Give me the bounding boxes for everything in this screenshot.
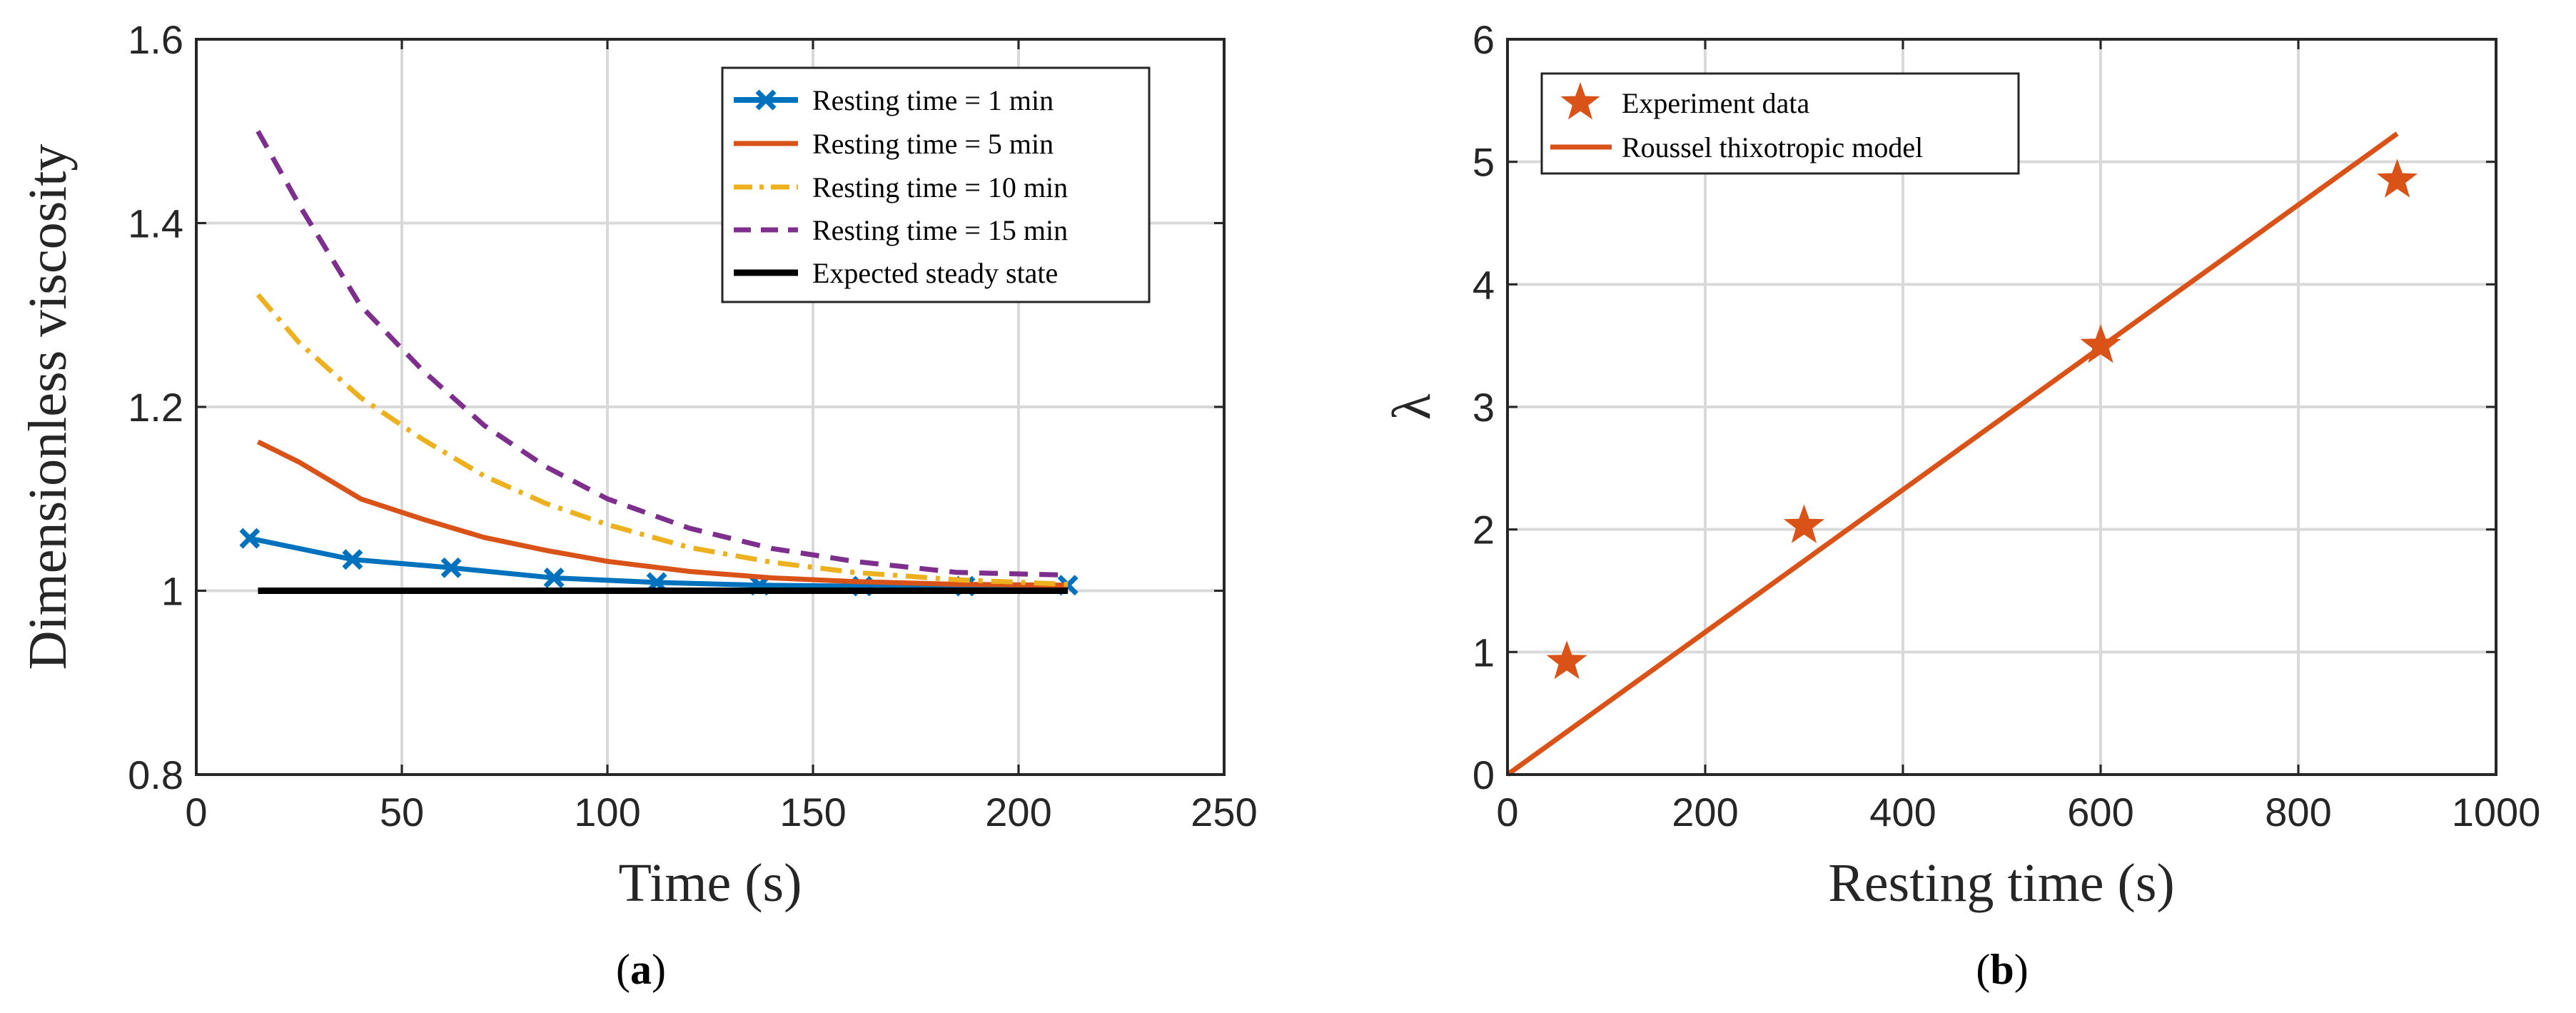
chart-a-x-tick-label: 250 <box>1191 790 1257 835</box>
chart-a-plot-frame <box>195 38 1226 776</box>
chart-a-legend-box <box>721 66 1151 303</box>
chart-a-series-2-line <box>256 293 1069 587</box>
chart-a-y-axis-label: Dimensionless viscosity <box>18 144 78 670</box>
chart-a-y-tick-label: 1 <box>161 569 183 614</box>
chart-a-x-tick-labels: 0 50 100 150 200 250 <box>185 790 1257 835</box>
chart-b-x-tick-label: 400 <box>1869 790 1936 835</box>
chart-b-x-axis-label: Resting time (s) <box>1828 853 2175 913</box>
chart-a-y-tick-labels: 0.8 1 1.2 1.4 1.6 <box>128 17 183 797</box>
chart-b-y-tick-label: 3 <box>1473 385 1495 430</box>
chart-a-caption: (a) <box>616 946 666 993</box>
chart-a-legend-entry-steady: Expected steady state <box>734 257 1058 289</box>
chart-a-x-tick-label: 150 <box>779 790 846 835</box>
chart-a-x-tick-label: 100 <box>574 790 640 835</box>
chart-b-legend-entry-model: Roussel thixotropic model <box>1550 131 1923 163</box>
chart-a-x-axis-label: Time (s) <box>619 853 802 913</box>
chart-a-legend-label-1min: Resting time = 1 min <box>812 84 1054 116</box>
chart-b-y-tick-labels: 0 1 2 3 4 5 6 <box>1473 17 1495 797</box>
chart-b-x-tick-labels: 0 200 400 600 800 1000 <box>1496 790 2540 835</box>
chart-a-x-tick-label: 50 <box>380 790 424 835</box>
chart-a-legend-label-15min: Resting time = 15 min <box>812 214 1068 246</box>
chart-a-series-1-line <box>256 439 1069 588</box>
chart-b-x-tick-label: 800 <box>2265 790 2331 835</box>
chart-a-x-tick-label: 0 <box>185 790 207 835</box>
chart-a-legend-entry-1min: Resting time = 1 min <box>734 84 1054 116</box>
chart-b-y-tick-label: 4 <box>1473 262 1495 307</box>
chart-a-legend-entry-10min: Resting time = 10 min <box>734 171 1068 203</box>
chart-b-y-tick-label: 0 <box>1473 752 1495 797</box>
chart-b-x-tick-label: 200 <box>1672 790 1738 835</box>
chart-b-y-tick-label: 6 <box>1473 17 1495 62</box>
chart-b-series-1-line <box>1505 131 2399 777</box>
chart-b-series <box>1505 131 2418 777</box>
chart-a-series <box>239 130 1079 597</box>
chart-a-y-tick-label: 0.8 <box>128 752 183 797</box>
chart-b-legend-label-model: Roussel thixotropic model <box>1622 131 1923 163</box>
chart-a-series-0-x-marker <box>440 557 462 578</box>
chart-a-y-tick-label: 1.4 <box>128 201 183 246</box>
chart-a-legend-label-10min: Resting time = 10 min <box>812 171 1068 203</box>
chart-b-legend-entry-experiment: Experiment data <box>1560 82 1809 120</box>
chart-b-legend-marker-star <box>1560 82 1600 120</box>
chart-b-legend: Experiment data Roussel thixotropic mode… <box>1540 72 2020 175</box>
chart-b-x-tick-label: 600 <box>2067 790 2133 835</box>
chart-a-series-0-x-marker <box>342 549 363 570</box>
chart-b-legend-box <box>1540 72 2020 175</box>
chart-a-series-0-x-marker <box>239 528 261 549</box>
chart-b-y-tick-label: 1 <box>1473 630 1495 675</box>
chart-b-series-0-star-marker <box>1546 640 1587 680</box>
chart-a-legend-label-steady: Expected steady state <box>812 257 1058 289</box>
chart-b-x-tick-label: 1000 <box>2452 790 2541 835</box>
chart-b-series-0-star-marker <box>2376 158 2418 198</box>
chart-a-legend-marker-1min <box>755 89 777 111</box>
chart-b-x-tick-label: 0 <box>1496 790 1518 835</box>
chart-a-legend-label-5min: Resting time = 5 min <box>812 128 1054 160</box>
chart-b-y-tick-label: 2 <box>1473 508 1495 553</box>
chart-a-dimensionless-viscosity: 0 50 100 150 200 250 0.8 1 1.2 1.4 1.6 Time (s) D… <box>18 17 1258 993</box>
chart-a-x-tick-label: 200 <box>985 790 1051 835</box>
chart-b-plot-frame <box>1506 38 2497 776</box>
chart-a-series-0-x-marker <box>543 568 565 588</box>
chart-b-lambda-vs-resting-time: 0 200 400 600 800 1000 0 1 2 3 4 5 6 Resting time (… <box>1382 17 2540 993</box>
chart-a-series-3-line <box>256 130 1069 578</box>
chart-b-legend-label-experiment: Experiment data <box>1622 87 1809 119</box>
chart-b-y-tick-label: 5 <box>1473 140 1495 185</box>
chart-b-y-axis-label: λ <box>1382 393 1442 420</box>
chart-a-y-tick-label: 1.6 <box>128 17 183 62</box>
chart-a-legend-entry-5min: Resting time = 5 min <box>734 128 1054 160</box>
chart-a-legend: Resting time = 1 min Resting time = 5 mi… <box>721 66 1151 303</box>
chart-a-legend-entry-15min: Resting time = 15 min <box>734 214 1068 246</box>
chart-a-y-tick-label: 1.2 <box>128 385 183 430</box>
chart-b-series-0-star-marker <box>1783 504 1825 543</box>
chart-b-caption: (b) <box>1976 946 2028 993</box>
